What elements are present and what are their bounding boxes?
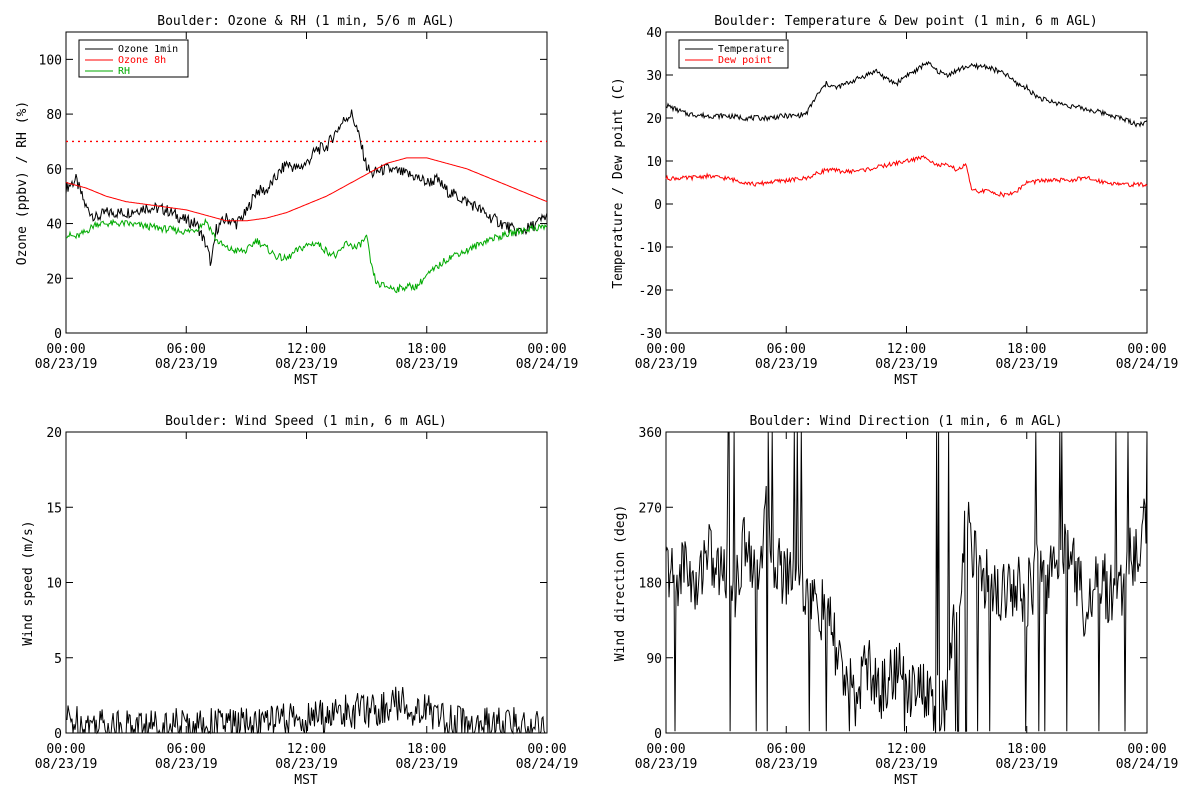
plot-frame — [65, 431, 548, 734]
x-tick-label-time: 12:00 — [887, 342, 926, 357]
y-tick-label: 360 — [639, 426, 662, 441]
y-axis-label: Wind direction (deg) — [613, 505, 628, 662]
x-tick-label-time: 00:00 — [46, 342, 85, 357]
panel-temperature-dewpoint: Boulder: Temperature & Dew point (1 min,… — [611, 14, 1178, 388]
x-tick-label-time: 06:00 — [167, 342, 206, 357]
y-tick-label: 40 — [646, 26, 662, 41]
y-tick-label: -10 — [639, 241, 662, 256]
x-tick-label-time: 06:00 — [767, 342, 806, 357]
panel-wind-direction: Boulder: Wind Direction (1 min, 6 m AGL)… — [613, 414, 1178, 788]
x-tick-label-time: 06:00 — [767, 742, 806, 757]
x-tick-label-time: 18:00 — [407, 342, 446, 357]
x-tick-label-date: 08/24/19 — [1116, 357, 1179, 372]
y-tick-label: 80 — [46, 108, 62, 123]
chart-title: Boulder: Wind Direction (1 min, 6 m AGL) — [749, 414, 1062, 429]
y-axis-label: Wind speed (m/s) — [21, 520, 36, 645]
x-tick-label-date: 08/24/19 — [516, 357, 579, 372]
y-tick-label: 30 — [646, 69, 662, 84]
y-axis-label: Temperature / Dew point (C) — [611, 77, 626, 288]
x-tick-label-time: 18:00 — [407, 742, 446, 757]
x-tick-label-time: 00:00 — [1127, 742, 1166, 757]
y-tick-label: 0 — [654, 198, 662, 213]
x-tick-label-date: 08/23/19 — [875, 357, 938, 372]
x-tick-label-time: 00:00 — [527, 342, 566, 357]
x-tick-label-time: 18:00 — [1007, 342, 1046, 357]
x-tick-label-date: 08/23/19 — [275, 757, 338, 772]
y-tick-label: 0 — [54, 327, 62, 342]
x-tick-label-date: 08/23/19 — [755, 757, 818, 772]
y-tick-label: 5 — [54, 652, 62, 667]
chart-title: Boulder: Temperature & Dew point (1 min,… — [714, 14, 1098, 29]
y-tick-label: 10 — [46, 577, 62, 592]
x-tick-label-date: 08/23/19 — [755, 357, 818, 372]
series-line-line — [66, 686, 547, 735]
x-tick-label-date: 08/23/19 — [275, 357, 338, 372]
x-tick-label-date: 08/23/19 — [395, 357, 458, 372]
y-tick-label: 15 — [46, 501, 62, 516]
y-tick-label: -20 — [639, 284, 662, 299]
y-tick-label: 90 — [646, 652, 662, 667]
x-axis-label: MST — [294, 373, 318, 388]
series-line-temperature — [665, 60, 1148, 128]
x-tick-label-time: 06:00 — [167, 742, 206, 757]
x-tick-label-date: 08/23/19 — [35, 757, 98, 772]
x-tick-label-date: 08/23/19 — [995, 757, 1058, 772]
y-tick-label: 20 — [46, 272, 62, 287]
legend-label-temperature: Temperature — [718, 44, 784, 55]
x-tick-label-time: 00:00 — [646, 342, 685, 357]
legend-label-ozone-8h: Ozone 8h — [118, 55, 166, 66]
x-axis-label: MST — [294, 773, 318, 788]
y-tick-label: 0 — [654, 727, 662, 742]
x-tick-label-time: 00:00 — [1127, 342, 1166, 357]
series-line-rh — [65, 217, 548, 294]
legend-label-ozone-1min: Ozone 1min — [118, 44, 178, 55]
x-tick-label-date: 08/23/19 — [875, 757, 938, 772]
panel-wind-speed: Boulder: Wind Speed (1 min, 6 m AGL) 0 5 1… — [21, 414, 578, 788]
y-tick-label: 180 — [639, 577, 662, 592]
y-axis-label: Ozone (ppbv) / RH (%) — [15, 101, 30, 265]
x-tick-label-date: 08/23/19 — [155, 357, 218, 372]
x-tick-label-time: 00:00 — [646, 742, 685, 757]
x-tick-label-time: 00:00 — [527, 742, 566, 757]
x-axis-label: MST — [894, 373, 918, 388]
y-tick-label: 270 — [639, 501, 662, 516]
x-tick-label-date: 08/24/19 — [1116, 757, 1179, 772]
x-tick-label-date: 08/23/19 — [635, 357, 698, 372]
legend-label-dew-point: Dew point — [718, 55, 772, 66]
y-tick-label: -30 — [639, 327, 662, 342]
legend: Ozone 1min Ozone 8h RH — [78, 39, 189, 78]
chart-title: Boulder: Ozone & RH (1 min, 5/6 m AGL) — [157, 14, 454, 29]
y-tick-label: 40 — [46, 218, 62, 233]
x-tick-label-time: 12:00 — [287, 342, 326, 357]
y-tick-label: 60 — [46, 163, 62, 178]
series-line-line — [665, 431, 1148, 734]
x-tick-label-time: 00:00 — [46, 742, 85, 757]
x-tick-label-date: 08/23/19 — [395, 757, 458, 772]
x-tick-label-time: 12:00 — [887, 742, 926, 757]
x-tick-label-time: 18:00 — [1007, 742, 1046, 757]
x-tick-label-date: 08/24/19 — [516, 757, 579, 772]
x-tick-label-date: 08/23/19 — [155, 757, 218, 772]
x-tick-label-date: 08/23/19 — [995, 357, 1058, 372]
x-tick-label-date: 08/23/19 — [635, 757, 698, 772]
legend-box — [678, 39, 789, 69]
legend-label-rh: RH — [118, 66, 130, 77]
y-tick-label: 10 — [646, 155, 662, 170]
series-line-dew-point — [665, 154, 1148, 198]
y-tick-label: 100 — [39, 53, 62, 68]
x-tick-label-time: 12:00 — [287, 742, 326, 757]
y-tick-label: 20 — [46, 426, 62, 441]
legend: Temperature Dew point — [678, 39, 789, 69]
plot-frame — [65, 31, 548, 334]
x-axis-label: MST — [894, 773, 918, 788]
x-tick-label-date: 08/23/19 — [35, 357, 98, 372]
series-line-ozone-8h — [65, 157, 548, 222]
chart-title: Boulder: Wind Speed (1 min, 6 m AGL) — [165, 414, 447, 429]
panel-ozone-rh: Boulder: Ozone & RH (1 min, 5/6 m AGL) 0… — [15, 14, 578, 388]
y-tick-label: 0 — [54, 727, 62, 742]
y-tick-label: 20 — [646, 112, 662, 127]
